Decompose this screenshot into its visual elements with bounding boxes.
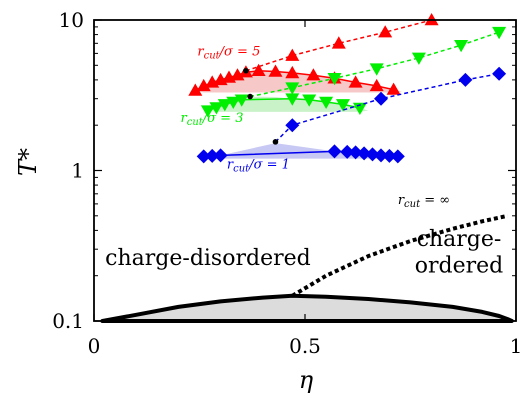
region-label: charge-: [417, 227, 502, 252]
series-3-dashed-point: [458, 72, 473, 87]
y-axis-title: T*: [14, 148, 42, 176]
series-1-dashed-point: [378, 25, 393, 38]
series-1-point: [196, 78, 211, 92]
series-2-point: [319, 96, 334, 109]
series-2-dashed-point: [492, 26, 507, 40]
x-tick-label: 1: [510, 334, 523, 358]
series-2-dashed-point: [454, 40, 469, 53]
series-1-point: [306, 68, 321, 81]
x-tick-label: 0.5: [289, 334, 321, 358]
series-3-point: [340, 144, 355, 159]
series-2-coexistence-region: [207, 96, 369, 112]
series-2-annotation: rcut/σ = 3: [181, 111, 244, 128]
series-1-annotation: rcut/σ = 5: [197, 45, 260, 62]
series-1-critical-point: [243, 67, 249, 74]
series-2-point: [234, 94, 249, 107]
region-label: charge-disordered: [105, 246, 311, 271]
series-2-point: [226, 96, 241, 109]
series-3-dashed-point: [374, 91, 388, 106]
series-3-point: [365, 147, 380, 162]
series-2-dashed-point: [369, 63, 384, 76]
series-3-point: [348, 145, 363, 160]
series-3-critical-point: [272, 139, 279, 145]
series-3-point: [357, 146, 372, 161]
series-2-point: [352, 102, 367, 115]
series-1-dashed-point: [331, 36, 346, 49]
series-2-critical-point: [247, 93, 253, 100]
series-2-point: [209, 102, 224, 115]
series-2-point: [200, 105, 215, 118]
y-tick-label: 10: [59, 8, 84, 32]
y-tick-label: 1: [71, 159, 84, 183]
series-3-dashed-point: [285, 118, 300, 133]
x-axis-title: η: [299, 366, 314, 394]
series-1-point: [348, 75, 363, 88]
series-1-dashed-point: [285, 48, 300, 61]
series-3-point: [382, 148, 397, 163]
series-3-point: [390, 149, 405, 164]
series-2-dashed-point: [327, 73, 342, 86]
series-1-point: [268, 64, 283, 77]
axis-ticks: 0 0.5 1 0.1 1 10: [52, 8, 522, 358]
infinite-coexistence-region: [100, 293, 514, 323]
series-2-dashed-point: [285, 82, 300, 95]
series-3-point: [374, 148, 388, 163]
series-2-point: [336, 99, 350, 112]
series-2-point: [285, 93, 300, 106]
series-2-dashed-point: [411, 52, 426, 65]
series-3-dashed-point: [492, 66, 507, 81]
x-tick-label: 0: [88, 334, 101, 358]
series-3-point: [196, 149, 211, 164]
lambda-line: [291, 213, 509, 298]
series-2-point: [217, 99, 232, 112]
series-2-point: [302, 94, 317, 107]
region-label: ordered: [415, 254, 503, 279]
series-1-point: [369, 78, 384, 92]
series-1-point: [386, 82, 401, 95]
series-1-point: [188, 83, 203, 96]
series-3-point: [205, 148, 220, 163]
y-tick-label: 0.1: [52, 309, 84, 333]
series-1-point: [251, 63, 266, 76]
series-3-dashed-line: [274, 72, 500, 143]
series-1-point: [285, 65, 300, 79]
series-3-point: [213, 148, 228, 163]
series-3-point: [327, 144, 342, 159]
